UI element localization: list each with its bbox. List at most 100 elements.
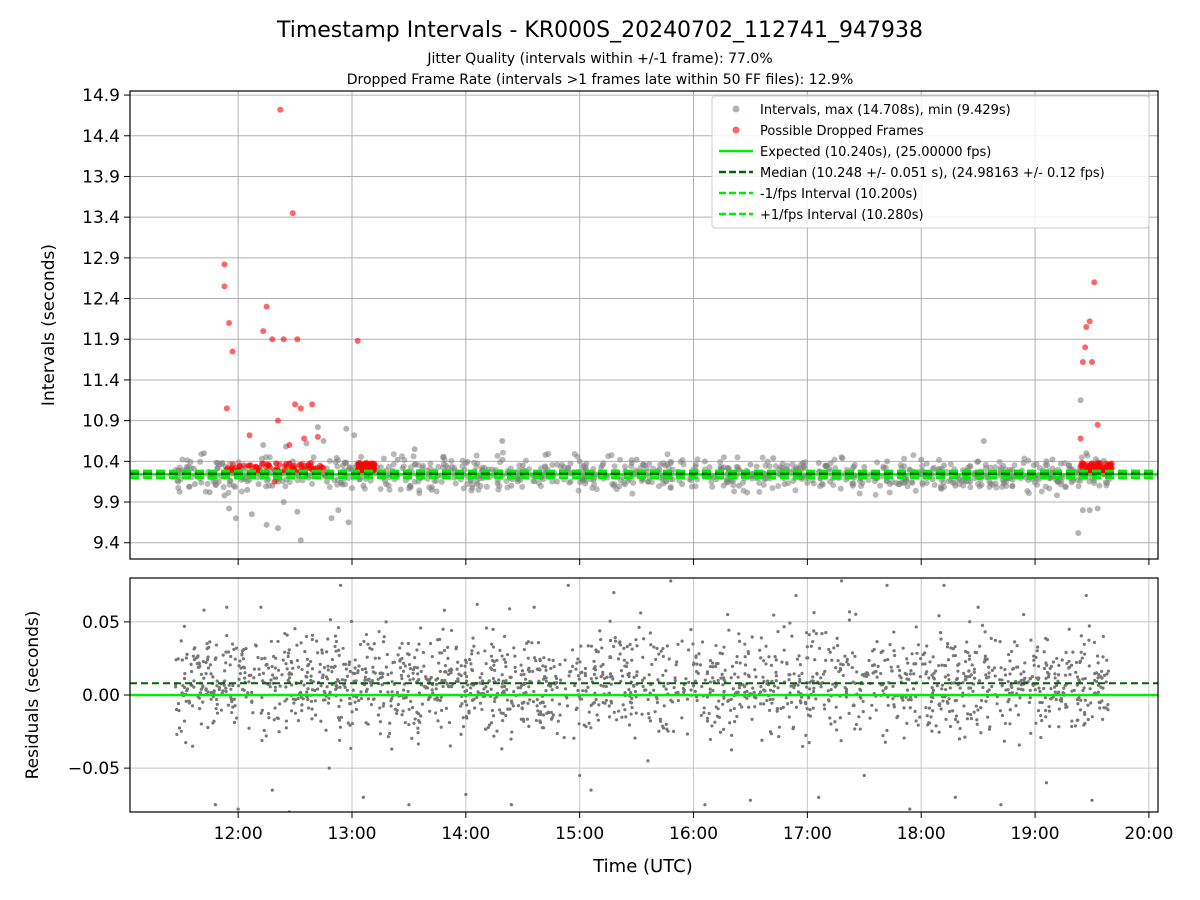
interval-point [220,484,227,491]
interval-point [360,482,367,489]
residual-point [321,673,325,677]
interval-point [775,482,782,489]
residual-point [879,650,883,655]
residual-point [527,724,531,728]
residual-point [863,673,867,677]
residual-point [502,691,506,695]
residual-point [491,714,496,718]
residual-point [1003,667,1007,672]
residual-point [983,654,987,658]
interval-point [483,483,490,490]
residual-point [204,672,208,676]
residual-point [526,701,530,705]
residual-point [441,684,445,689]
residual-point [1095,680,1099,684]
residual-point [1070,724,1074,729]
residual-point [358,642,363,647]
residual-point [567,674,571,678]
residual-point [820,632,824,636]
residual-point [1040,719,1044,723]
residual-point [689,688,693,692]
residual-point [697,652,701,656]
interval-point [762,462,769,469]
residual-point [972,710,976,714]
residual-point [484,727,488,731]
residual-point [333,664,337,668]
residual-point [1028,676,1032,681]
residual-point [769,732,773,736]
residual-point [708,658,713,663]
residual-point [1047,709,1052,713]
residual-point [202,676,206,680]
residual-point [377,656,381,660]
residual-point [859,696,863,700]
residual-point [528,698,532,702]
interval-point [326,457,333,464]
residual-point [461,685,465,689]
residual-point [442,648,447,653]
residuals-xtick-label: 17:00 [783,824,832,844]
residual-point [986,715,990,719]
interval-point [804,479,811,486]
residual-point [1084,593,1088,598]
interval-point [266,454,273,461]
residual-point [594,697,598,702]
residual-point [664,722,668,727]
residual-point [943,664,948,668]
residuals-ytick-label: 0.05 [82,613,120,633]
residual-point [762,679,766,683]
residual-point [1016,713,1021,717]
residual-point [928,660,932,664]
residual-point [241,657,246,661]
residual-point [549,710,553,715]
interval-point [709,483,716,490]
residual-point [999,803,1003,807]
residual-point [680,639,684,643]
residual-point [214,706,218,711]
residual-point [945,642,950,646]
residual-point [501,719,505,723]
interval-point [338,479,345,486]
residual-point [762,702,766,706]
residual-point [605,675,609,679]
interval-point [323,478,330,485]
interval-point [660,460,667,467]
residual-point [424,677,428,681]
residual-point [447,720,452,725]
dropped-frame-point [1088,359,1095,366]
residual-point [247,726,251,730]
interval-point [554,461,561,468]
residual-point [947,697,951,701]
residual-point [667,657,671,661]
residual-point [692,661,696,665]
residual-point [252,667,257,671]
residual-point [199,687,203,691]
residual-point [1083,710,1087,715]
interval-point [274,525,281,532]
residual-point [242,676,247,680]
residual-point [415,648,419,652]
residual-point [1067,659,1071,663]
residual-point [889,665,893,669]
residual-point [843,654,847,658]
residual-point [1079,634,1083,638]
residual-point [1013,640,1017,644]
interval-point [297,537,304,544]
residual-point [965,640,969,644]
residual-point [407,722,411,727]
residual-point [491,627,495,631]
residual-point [174,707,179,712]
residual-point [417,642,421,646]
residual-point [512,690,516,694]
residual-point [353,700,357,704]
residual-point [728,721,732,725]
residual-point [794,705,798,709]
residual-point [729,748,734,752]
residual-point [225,605,229,609]
residual-point [655,646,659,651]
interval-point [549,462,556,469]
residual-point [204,688,208,692]
residual-point [760,738,764,742]
residual-point [329,665,334,669]
residual-point [983,630,987,634]
